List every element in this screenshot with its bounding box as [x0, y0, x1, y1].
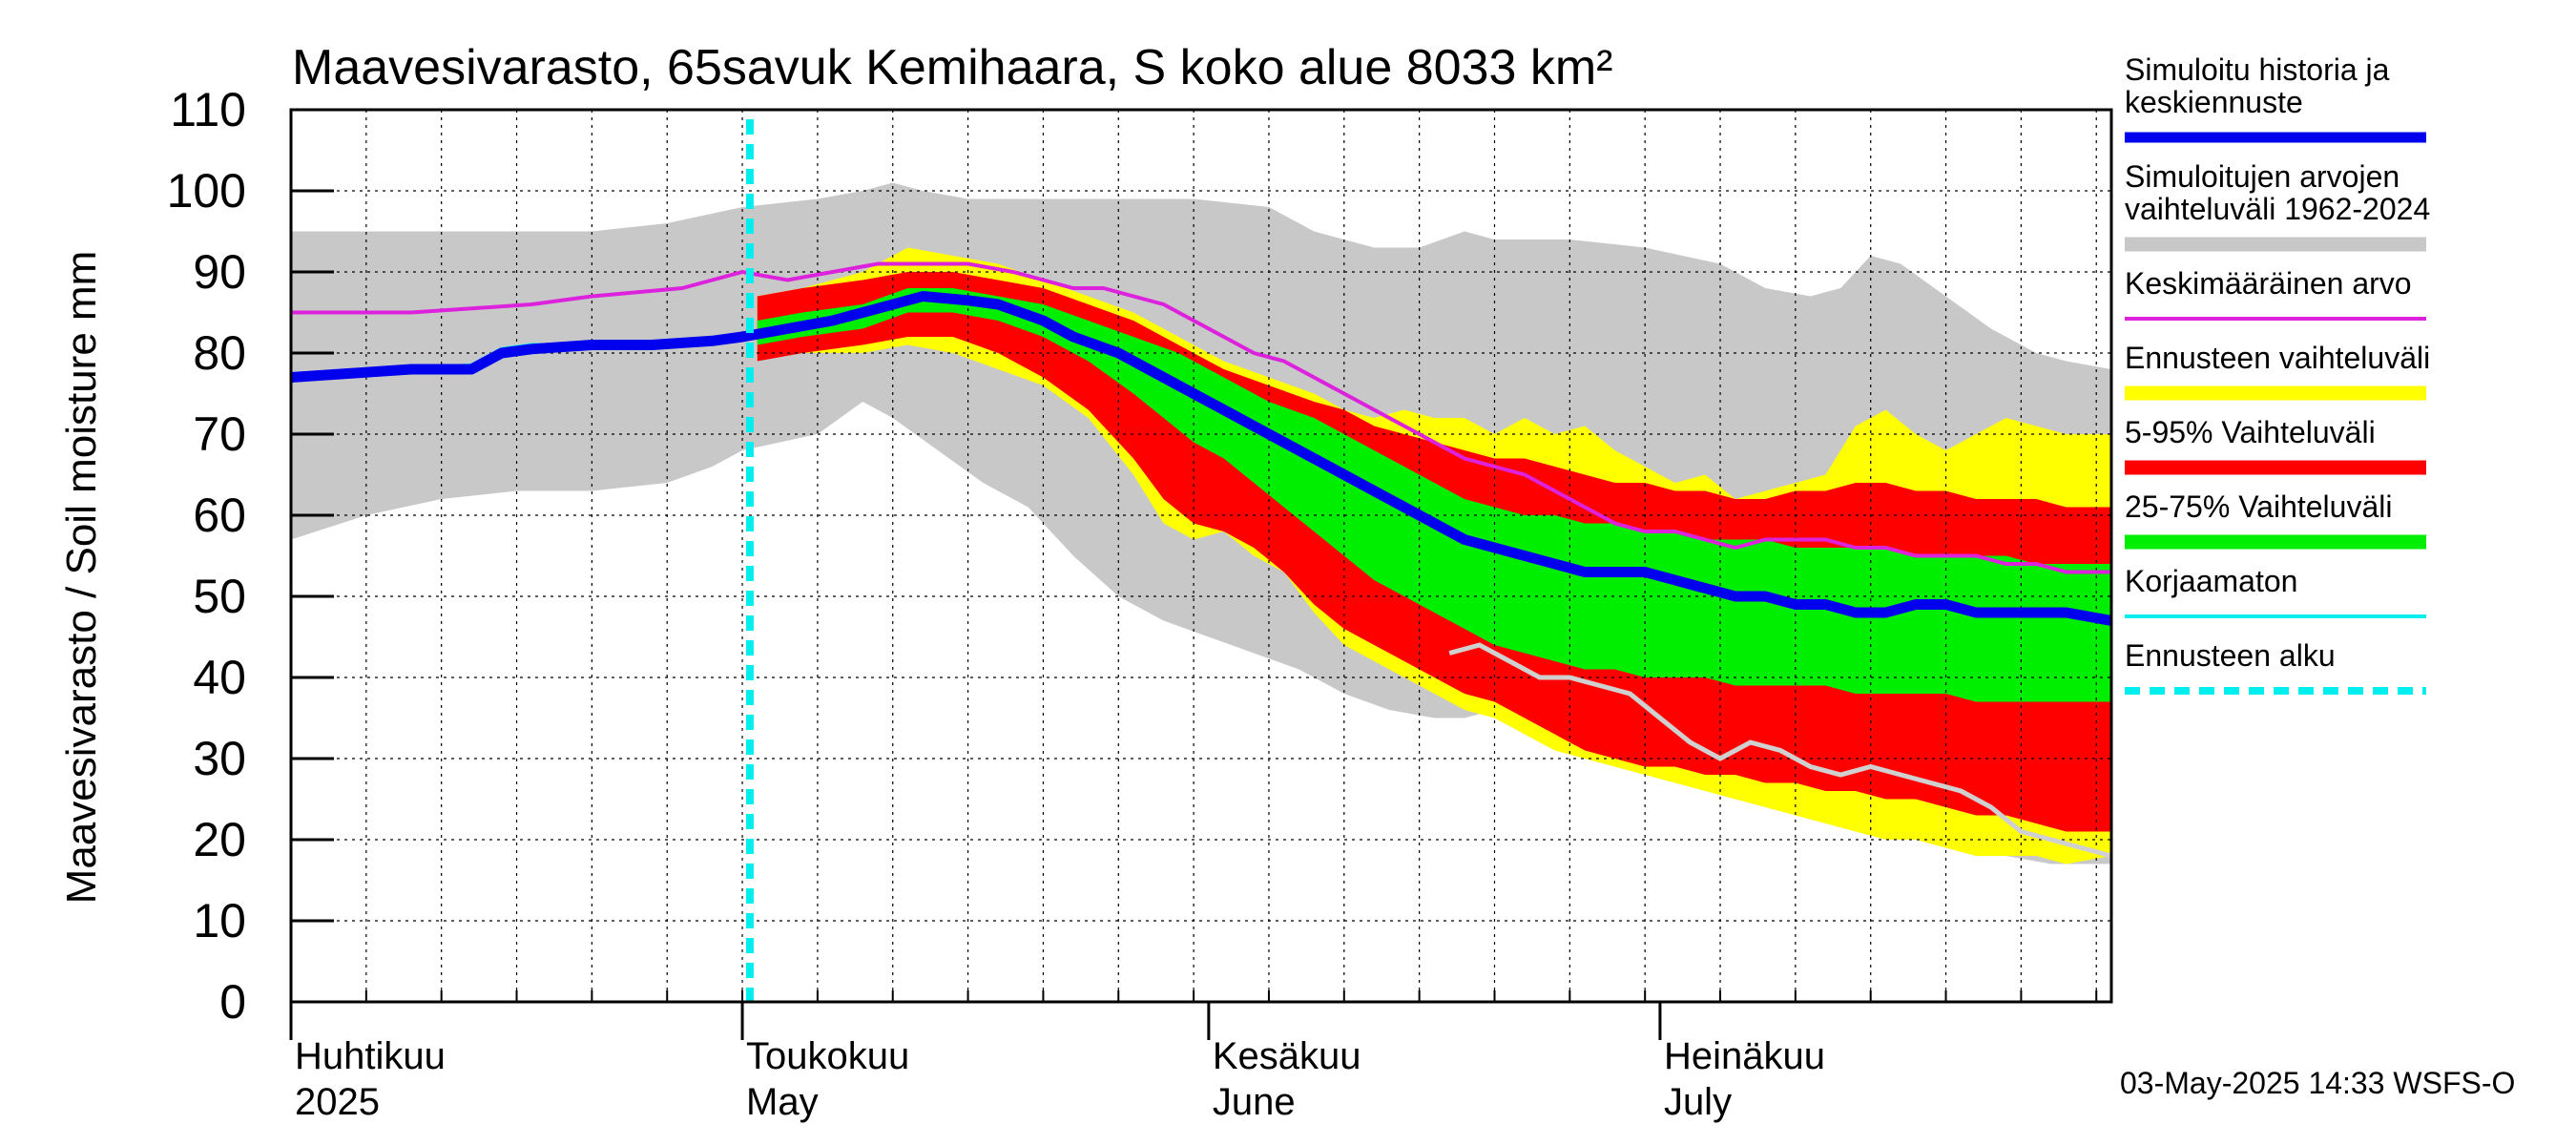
x-month-label: Heinäkuu — [1664, 1035, 1825, 1077]
plot-frame — [289, 108, 2113, 1004]
legend-label: Simuloitu historia ja — [2125, 52, 2390, 87]
x-month-label-en: May — [746, 1081, 819, 1123]
line-mean — [291, 261, 2111, 574]
grid-lines — [290, 110, 2111, 1002]
legend-label: Ennusteen vaihteluväli — [2125, 341, 2430, 375]
y-tick-label: 90 — [193, 245, 246, 299]
y-tick-label: 20 — [193, 813, 246, 866]
y-tick-label: 0 — [219, 975, 246, 1029]
y-tick-label: 70 — [193, 407, 246, 461]
legend-label: Korjaamaton — [2125, 564, 2297, 598]
line-ensemble-member — [1448, 642, 2112, 859]
x-month-label-en: June — [1213, 1081, 1296, 1123]
y-tick-label: 10 — [193, 894, 246, 947]
data-lines — [290, 119, 2112, 1002]
y-tick-label: 100 — [167, 164, 246, 218]
y-tick-label: 50 — [193, 570, 246, 623]
chart-title: Maavesivarasto, 65savuk Kemihaara, S kok… — [292, 40, 1612, 95]
y-tick-label: 30 — [193, 732, 246, 785]
legend-label: 25-75% Vaihteluväli — [2125, 489, 2392, 524]
legend-label: Simuloitujen arvojen — [2125, 159, 2399, 194]
line-history-forecast — [290, 291, 2112, 626]
x-month-label-en: July — [1664, 1081, 1732, 1123]
footer-timestamp: 03-May-2025 14:33 WSFS-O — [2120, 1066, 2515, 1100]
y-axis: 0 10 20 30 40 50 60 70 80 90 100 110 — [167, 83, 334, 1029]
x-month-label: Toukokuu — [746, 1035, 909, 1077]
y-tick-label: 110 — [170, 83, 246, 136]
y-tick-label: 60 — [193, 489, 246, 542]
x-month-label: Kesäkuu — [1213, 1035, 1361, 1077]
legend-label: 5-95% Vaihteluväli — [2125, 415, 2376, 449]
legend-label: Ennusteen alku — [2125, 638, 2336, 673]
y-tick-label: 80 — [193, 326, 246, 380]
x-month-label: Huhtikuu — [295, 1035, 446, 1077]
y-tick-label: 40 — [193, 651, 246, 704]
y-axis-label: Maavesivarasto / Soil moisture mm — [58, 251, 105, 905]
legend-label: Keskimääräinen arvo — [2125, 266, 2412, 301]
legend-label: vaihteluväli 1962-2024 — [2125, 192, 2430, 226]
x-month-label-en: 2025 — [295, 1081, 380, 1123]
legend-label: keskiennuste — [2125, 85, 2303, 119]
